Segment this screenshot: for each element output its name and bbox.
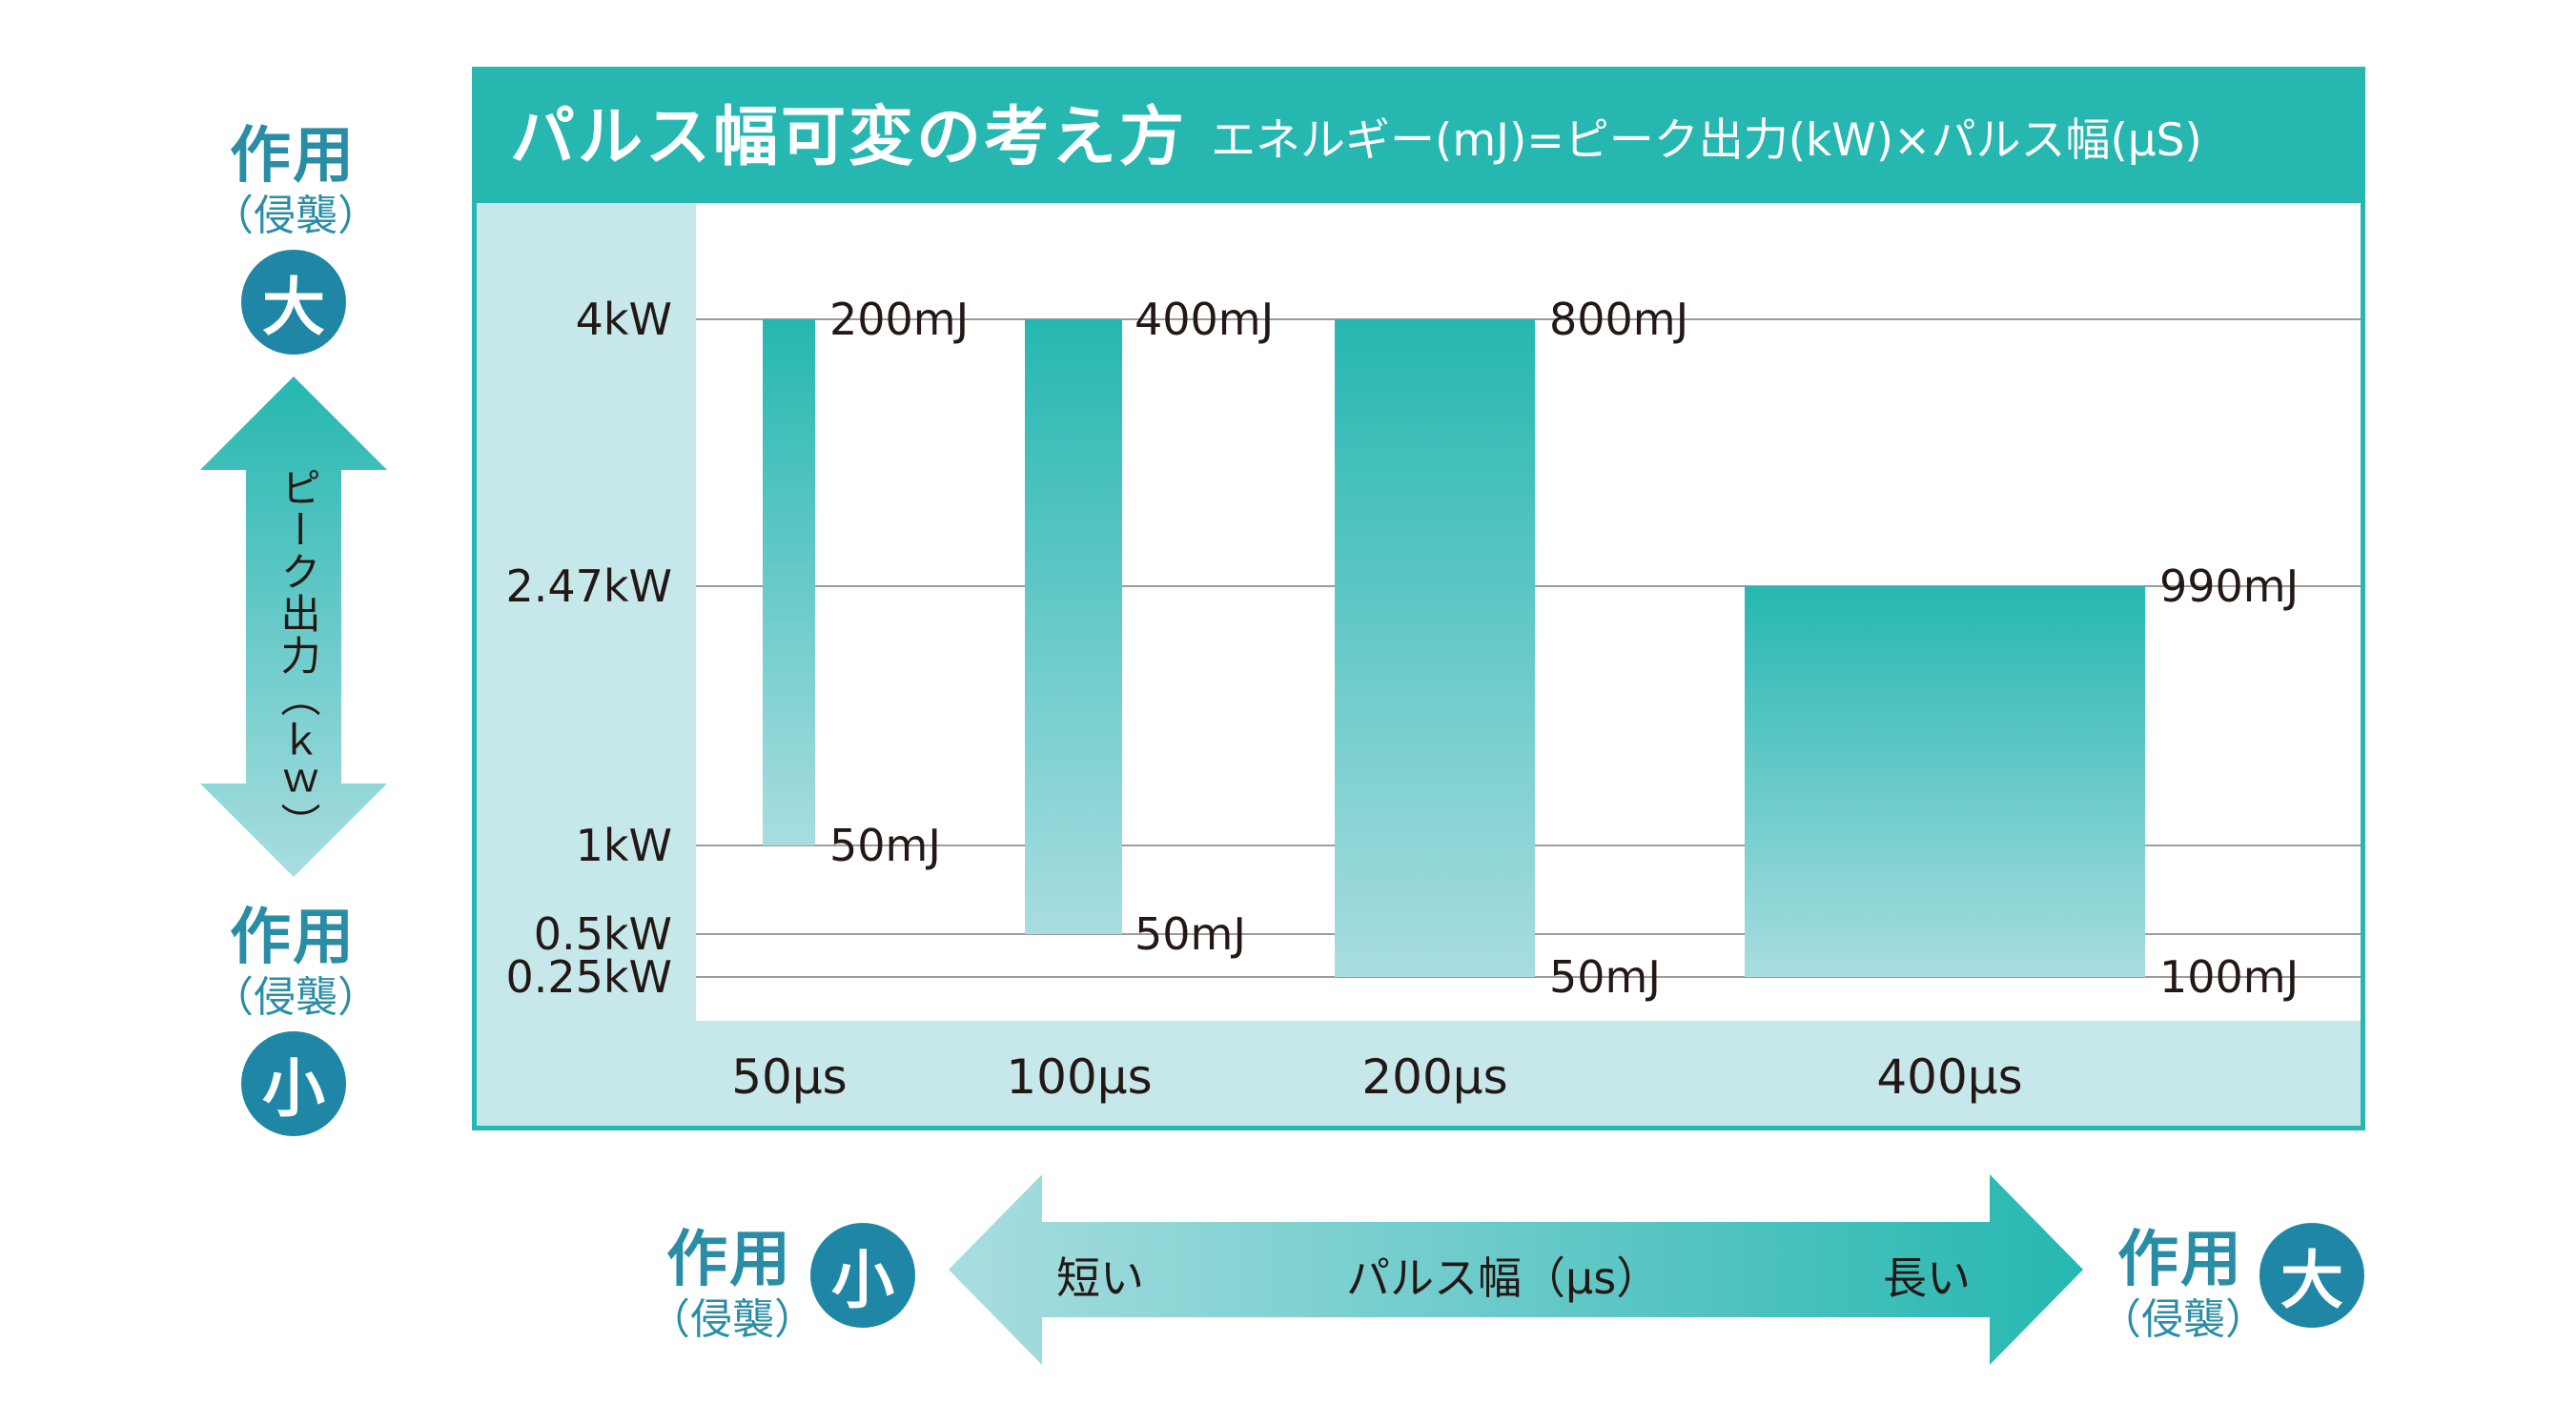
bar-100us: [1025, 319, 1122, 934]
bottom-left-effect-title: 作用: [666, 1225, 792, 1295]
left-bottom-invasion-label: （侵襲）: [212, 973, 379, 1022]
left-top-effect-title: 作用: [230, 121, 356, 192]
bar-50us: [763, 319, 815, 845]
x-tick-label: 100μs: [1006, 1049, 1152, 1105]
pulse-width-arrow: [949, 1174, 2083, 1365]
max-energy-label: 990mJ: [2159, 560, 2299, 612]
min-energy-label: 50mJ: [1135, 908, 1246, 960]
short-label: 短い: [1056, 1252, 1144, 1304]
max-energy-label: 800mJ: [1549, 294, 1688, 345]
bottom-right-invasion-label: （侵襲）: [2099, 1295, 2267, 1344]
y-tick-label: 1kW: [576, 820, 672, 871]
left-bottom-effect-title: 作用: [230, 903, 356, 973]
energy-formula: エネルギー(mJ)=ピーク出力(kW)×パルス幅(μS): [1211, 114, 2202, 167]
long-label: 長い: [1883, 1252, 1971, 1304]
y-tick-label: 2.47kW: [505, 560, 672, 612]
bottom-right-effect-title: 作用: [2117, 1225, 2243, 1295]
y-tick-label: 0.5kW: [534, 908, 672, 960]
min-energy-label: 100mJ: [2159, 951, 2299, 1003]
max-energy-label: 400mJ: [1135, 294, 1274, 345]
chart-title: パルス幅可変の考え方: [510, 100, 1188, 175]
bar-400us: [1745, 586, 2145, 977]
y-tick-label: 0.25kW: [505, 951, 672, 1003]
peak-output-arrow: [200, 376, 387, 877]
bottom-right-large-badge: 大: [2259, 1223, 2364, 1328]
left-bottom-small-badge: 小: [241, 1031, 346, 1136]
x-tick-label: 400μs: [1876, 1049, 2022, 1105]
min-energy-label: 50mJ: [1549, 951, 1661, 1003]
chart-header: [477, 71, 2361, 203]
bottom-left-small-badge: 小: [810, 1223, 915, 1328]
peak-output-axis-label: ピーク出力（ｋｗ）: [275, 467, 321, 844]
y-tick-label: 4kW: [576, 294, 672, 345]
x-tick-label: 50μs: [731, 1049, 847, 1105]
bar-200us: [1335, 319, 1535, 977]
x-tick-label: 200μs: [1361, 1049, 1507, 1105]
left-top-invasion-label: （侵襲）: [212, 192, 379, 240]
max-energy-label: 200mJ: [829, 294, 969, 345]
bottom-left-invasion-label: （侵襲）: [648, 1295, 816, 1344]
pulse-width-axis-label: パルス幅（μs）: [1346, 1252, 1661, 1304]
min-energy-label: 50mJ: [829, 820, 941, 871]
left-top-large-badge: 大: [241, 250, 346, 355]
